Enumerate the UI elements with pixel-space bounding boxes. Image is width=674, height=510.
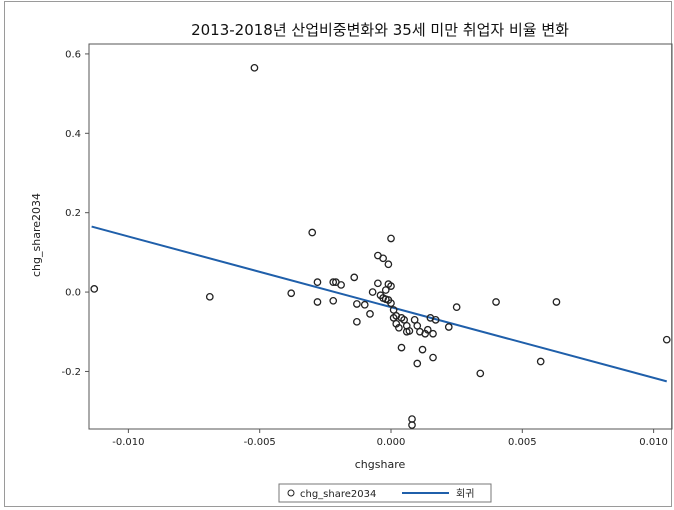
data-point [662, 335, 671, 344]
data-point [353, 317, 361, 326]
data-point [492, 298, 500, 306]
data-point [90, 285, 99, 293]
data-point [374, 279, 382, 288]
data-point [387, 234, 395, 243]
legend-box [278, 483, 492, 503]
data-point [429, 329, 437, 338]
legend: chg_share2034 회귀 [278, 483, 492, 503]
data-point [418, 345, 427, 354]
y-tick-label: -0.2 [61, 367, 81, 378]
data-point [387, 299, 395, 308]
data-point [395, 323, 403, 332]
scatter-points-layer [90, 63, 671, 429]
data-point [313, 298, 322, 306]
y-tick-label: 0.2 [65, 208, 81, 219]
plot-area [88, 43, 673, 430]
legend-label-scatter: chg_share2034 [300, 489, 376, 500]
data-point [413, 359, 422, 368]
y-axis-label: chg_share2034 [30, 193, 43, 277]
data-point [250, 63, 259, 72]
data-point [205, 292, 214, 301]
data-point [368, 288, 377, 296]
regression-line [91, 225, 668, 383]
data-point [350, 273, 359, 282]
x-tick-label: -0.010 [112, 437, 144, 448]
data-point [329, 296, 338, 305]
data-point [405, 327, 414, 335]
regression-line-layer [91, 225, 668, 383]
chart-frame [4, 1, 672, 507]
legend-marker-scatter [287, 489, 295, 497]
data-point [536, 357, 545, 366]
y-tick-label: 0.6 [65, 49, 81, 60]
data-point [384, 260, 393, 269]
chart-title: 2013-2018년 산업비중변화와 35세 미만 취업자 비율 변화 [191, 21, 569, 39]
data-point [308, 228, 317, 237]
data-point [429, 353, 437, 362]
data-point [444, 323, 453, 331]
data-point [552, 298, 561, 306]
data-point [329, 278, 338, 286]
data-point [287, 289, 296, 298]
data-point [337, 281, 345, 289]
x-tick-label: -0.005 [244, 437, 276, 448]
data-point [452, 303, 461, 311]
x-tick-label: 0.010 [639, 437, 668, 448]
data-point [360, 300, 369, 309]
data-point [423, 325, 432, 334]
data-point [397, 343, 406, 352]
data-point [366, 310, 374, 318]
data-point [476, 369, 485, 378]
y-axis-ticks: -0.2 0.0 0.2 0.4 0.6 [61, 49, 89, 378]
x-axis-ticks: -0.010 -0.005 0.000 0.005 0.010 [112, 429, 668, 448]
x-tick-label: 0.005 [508, 437, 537, 448]
data-point [379, 254, 387, 263]
data-point [387, 282, 395, 290]
data-point [353, 300, 361, 308]
x-tick-label: 0.000 [377, 437, 406, 448]
y-tick-label: 0.4 [65, 129, 81, 140]
x-axis-label: chgshare [355, 458, 406, 471]
data-point [408, 421, 416, 429]
data-point [313, 278, 322, 286]
data-point [431, 316, 440, 324]
legend-label-regression: 회귀 [456, 488, 474, 500]
y-tick-label: 0.0 [65, 288, 81, 299]
